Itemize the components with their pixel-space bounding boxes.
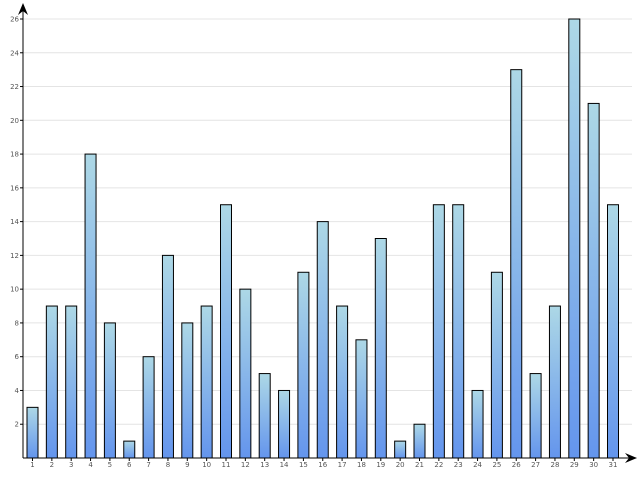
bar-16	[316, 221, 329, 459]
x-tick-label: 31	[609, 461, 618, 469]
bar-9	[181, 322, 194, 459]
bar-14	[278, 389, 291, 459]
x-tick-label: 13	[260, 461, 269, 469]
y-axis-arrow-icon	[18, 3, 28, 15]
x-tick-label: 26	[512, 461, 521, 469]
y-tick-label: 16	[10, 184, 19, 192]
y-tick-label: 2	[15, 421, 19, 429]
bar-21	[413, 423, 426, 459]
bar-29	[568, 18, 581, 459]
x-tick-label: 24	[473, 461, 482, 469]
bar-28	[548, 305, 561, 459]
bar-19	[374, 238, 387, 459]
bar-23	[452, 204, 465, 459]
x-tick-label: 10	[202, 461, 211, 469]
x-tick-label: 1	[30, 461, 34, 469]
x-axis-arrow-icon	[625, 453, 637, 463]
x-tick-label: 28	[550, 461, 559, 469]
y-tick-label: 6	[15, 353, 20, 361]
x-tick-label: 16	[318, 461, 327, 469]
axes	[18, 3, 637, 463]
bar-20	[394, 440, 407, 459]
x-tick-label: 20	[396, 461, 405, 469]
x-tick-label: 17	[338, 461, 347, 469]
bar-27	[529, 373, 542, 459]
y-tick-label: 8	[15, 319, 19, 327]
bar-6	[123, 440, 136, 459]
x-tick-label: 18	[357, 461, 366, 469]
bar-3	[65, 305, 78, 459]
x-tick-label: 9	[185, 461, 189, 469]
bar-25	[490, 271, 503, 459]
bar-24	[471, 389, 484, 459]
x-tick-label: 4	[88, 461, 93, 469]
x-tick-label: 25	[492, 461, 501, 469]
y-tick-label: 10	[10, 286, 19, 294]
bar-31	[607, 204, 619, 459]
x-tick-label: 22	[434, 461, 443, 469]
bar-5	[103, 322, 116, 459]
y-tick-label: 22	[10, 83, 19, 91]
bar-7	[142, 356, 155, 459]
y-tick-label: 12	[10, 252, 19, 260]
x-tick-label: 5	[108, 461, 112, 469]
bars	[26, 18, 619, 459]
bar-1	[26, 406, 39, 459]
y-tick-label: 4	[15, 387, 20, 395]
x-tick-label: 14	[280, 461, 289, 469]
x-tick-label: 30	[589, 461, 598, 469]
bar-18	[355, 339, 368, 459]
bar-4	[84, 153, 97, 459]
x-tick-label: 12	[241, 461, 250, 469]
bar-17	[336, 305, 349, 459]
x-tick-label: 21	[415, 461, 424, 469]
x-tick-label: 29	[570, 461, 579, 469]
bar-12	[239, 288, 252, 459]
x-axis-ticks: 1 2 3 4 5 6 7 8 9 10 11 12 13 14 15 16 17 18 19 20 21 22 23 24 2…	[30, 458, 617, 469]
x-tick-label: 7	[146, 461, 150, 469]
y-tick-label: 20	[10, 117, 19, 125]
x-tick-label: 8	[166, 461, 170, 469]
x-tick-label: 23	[454, 461, 463, 469]
x-tick-label: 11	[222, 461, 231, 469]
bar-26	[510, 69, 523, 459]
y-tick-label: 26	[10, 16, 19, 24]
bar-8	[161, 254, 174, 459]
bar-22	[432, 204, 445, 459]
x-tick-label: 2	[50, 461, 54, 469]
bar-30	[587, 102, 600, 459]
y-tick-label: 24	[10, 49, 19, 57]
bar-13	[258, 373, 271, 459]
x-tick-label: 19	[376, 461, 385, 469]
x-tick-label: 15	[299, 461, 308, 469]
x-tick-label: 27	[531, 461, 540, 469]
bar-15	[297, 271, 310, 459]
x-tick-label: 6	[127, 461, 132, 469]
bar-10	[200, 305, 213, 459]
x-tick-label: 3	[69, 461, 73, 469]
bar-2	[45, 305, 58, 459]
y-tick-label: 14	[10, 218, 19, 226]
y-tick-label: 18	[10, 151, 19, 159]
bar-11	[220, 204, 232, 459]
